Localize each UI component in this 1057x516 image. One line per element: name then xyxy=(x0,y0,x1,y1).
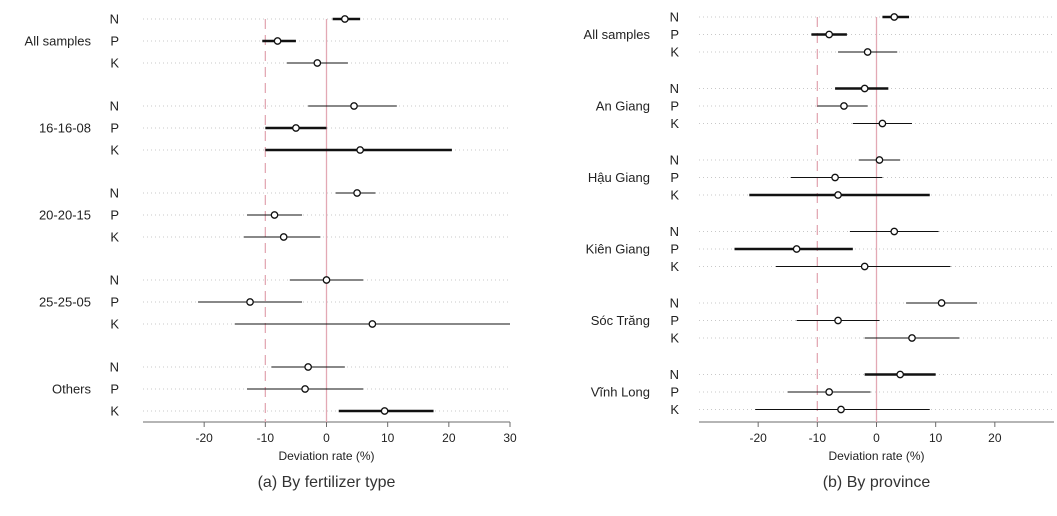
chart1-point-all-samples-p xyxy=(825,30,834,39)
chart0-point-others-p xyxy=(301,385,309,393)
chart1-x-axis-label: Deviation rate (%) xyxy=(828,449,924,463)
chart1-point-vinh-long-n xyxy=(896,370,905,379)
chart1-group-label-hau-giang: Hậu Giang xyxy=(588,170,650,185)
chart0-point-others-n xyxy=(304,363,312,371)
chart0-tick-label-4: 20 xyxy=(442,431,456,445)
chart0-row-label-others-n: N xyxy=(110,360,119,375)
chart1-point-vinh-long-p xyxy=(825,388,834,396)
chart1-point-kien-giang-p xyxy=(792,245,801,253)
chart1-row-label-soc-trang-p: P xyxy=(670,313,679,328)
chart1-tick-label-1: -10 xyxy=(809,431,827,445)
chart1-point-hau-giang-k xyxy=(834,191,842,199)
chart0-group-label-20-20-15: 20-20-15 xyxy=(39,208,91,223)
chart0-caption: (a) By fertilizer type xyxy=(258,474,396,491)
panel-fertilizer-type: -20 -10 0 10 20 30 Deviation rate (%) (a) By fe… xyxy=(25,12,517,492)
chart0-group-label-others: Others xyxy=(52,382,92,397)
chart1-group-label-soc-trang: Sóc Trăng xyxy=(591,313,650,328)
chart1-row-label-kien-giang-n: N xyxy=(670,224,679,239)
chart0-point-25-25-05-p xyxy=(246,298,254,306)
chart0-tick-label-1: -10 xyxy=(257,431,275,445)
chart1-row-label-kien-giang-p: P xyxy=(670,242,679,257)
chart0-point-all-samples-k xyxy=(313,59,322,67)
chart1-row-label-vinh-long-p: P xyxy=(670,385,679,400)
chart1-row-label-hau-giang-p: P xyxy=(670,170,679,185)
chart1-tick-label-3: 10 xyxy=(929,431,943,445)
chart0-point-20-20-15-p xyxy=(270,211,279,219)
chart0-tick-label-5: 30 xyxy=(503,431,517,445)
chart1-group-label-an-giang: An Giang xyxy=(596,99,650,114)
chart0-row-label-20-20-15-k: K xyxy=(110,230,119,245)
chart0-row-label-others-p: P xyxy=(110,382,119,397)
chart0-point-16-16-08-k xyxy=(356,146,364,154)
chart0-group-label-all-samples: All samples xyxy=(25,34,92,49)
chart0-point-25-25-05-n xyxy=(322,276,331,284)
chart0-point-16-16-08-n xyxy=(350,102,358,110)
chart0-row-label-all-samples-n: N xyxy=(110,12,119,27)
chart1-point-hau-giang-n xyxy=(875,156,884,164)
chart1-row-label-hau-giang-k: K xyxy=(670,188,679,203)
chart1-group-label-kien-giang: Kiên Giang xyxy=(586,242,650,257)
chart0-point-others-k xyxy=(380,407,389,415)
chart1-point-an-giang-k xyxy=(878,119,887,128)
chart1-point-all-samples-n xyxy=(890,13,899,21)
chart0-point-all-samples-n xyxy=(340,15,349,23)
chart1-caption: (b) By province xyxy=(823,474,931,491)
chart1-row-label-all-samples-n: N xyxy=(670,10,679,25)
chart1-tick-label-0: -20 xyxy=(749,431,767,445)
chart1-tick-label-2: 0 xyxy=(873,431,880,445)
chart0-group-label-25-25-05: 25-25-05 xyxy=(39,295,91,310)
panel-province: -20 -10 0 10 20 Deviation rate (%) (b) By prov… xyxy=(584,10,1054,491)
chart0-row-label-others-k: K xyxy=(110,404,119,419)
chart0-group-label-16-16-08: 16-16-08 xyxy=(39,121,91,136)
chart0-row-label-25-25-05-n: N xyxy=(110,273,119,288)
chart1-row-label-vinh-long-k: K xyxy=(670,402,679,417)
chart0-tick-label-0: -20 xyxy=(195,431,213,445)
chart0-point-16-16-08-p xyxy=(292,124,300,132)
chart0-tick-label-3: 10 xyxy=(381,431,395,445)
chart0-x-axis-label: Deviation rate (%) xyxy=(278,449,374,463)
chart1-point-soc-trang-p xyxy=(834,316,842,325)
chart1-point-vinh-long-k xyxy=(837,405,845,414)
chart0-row-label-25-25-05-p: P xyxy=(110,295,119,310)
chart1-row-label-vinh-long-n: N xyxy=(670,367,679,382)
chart0-row-label-all-samples-p: P xyxy=(110,34,119,49)
chart1-row-label-an-giang-n: N xyxy=(670,81,679,96)
chart0-row-label-25-25-05-k: K xyxy=(110,317,119,332)
chart0-point-all-samples-p xyxy=(273,37,282,45)
chart1-row-label-kien-giang-k: K xyxy=(670,259,679,274)
chart1-row-label-soc-trang-n: N xyxy=(670,296,679,311)
chart1-point-kien-giang-k xyxy=(860,262,869,271)
chart1-row-label-all-samples-p: P xyxy=(670,27,679,42)
chart1-point-an-giang-p xyxy=(840,102,848,110)
chart1-point-hau-giang-p xyxy=(831,173,839,182)
chart1-point-soc-trang-n xyxy=(937,299,946,307)
chart1-tick-label-4: 20 xyxy=(988,431,1002,445)
chart0-row-label-20-20-15-p: P xyxy=(110,208,119,223)
chart1-row-label-all-samples-k: K xyxy=(670,45,679,60)
chart1-row-label-an-giang-p: P xyxy=(670,99,679,114)
chart0-point-20-20-15-k xyxy=(279,233,288,241)
chart0-row-label-16-16-08-k: K xyxy=(110,143,119,158)
chart1-group-label-vinh-long: Vĩnh Long xyxy=(591,385,650,400)
chart1-point-kien-giang-n xyxy=(890,227,899,236)
chart1-point-soc-trang-k xyxy=(908,334,916,342)
chart0-row-label-16-16-08-n: N xyxy=(110,99,119,114)
chart1-point-all-samples-k xyxy=(863,48,872,56)
chart1-row-label-hau-giang-n: N xyxy=(670,153,679,168)
chart0-row-label-20-20-15-n: N xyxy=(110,186,119,201)
chart0-tick-label-2: 0 xyxy=(323,431,330,445)
chart1-point-an-giang-n xyxy=(860,84,869,93)
chart0-row-label-16-16-08-p: P xyxy=(110,121,119,136)
chart0-point-25-25-05-k xyxy=(368,320,377,328)
chart1-group-label-all-samples: All samples xyxy=(584,27,651,42)
chart1-row-label-soc-trang-k: K xyxy=(670,331,679,346)
chart0-point-20-20-15-n xyxy=(353,189,361,197)
chart0-row-label-all-samples-k: K xyxy=(110,56,119,71)
chart1-row-label-an-giang-k: K xyxy=(670,116,679,131)
